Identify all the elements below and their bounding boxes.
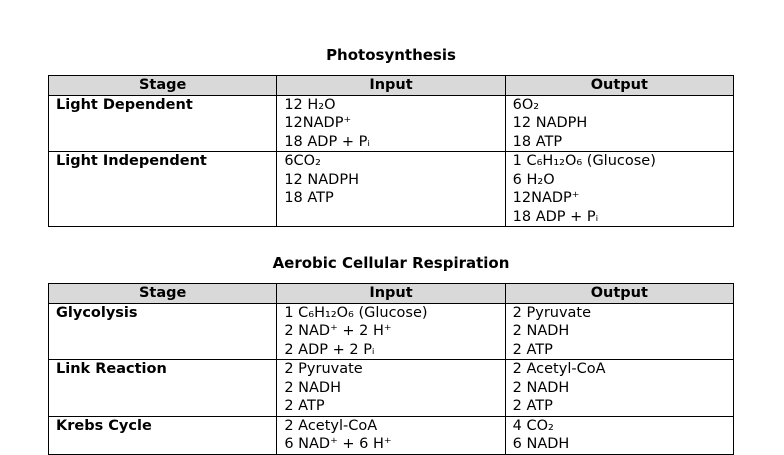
table: Stage Input Output Light Dependent 12 H₂O 12N… <box>47 75 735 227</box>
cell-line: 6 H₂O <box>512 171 555 188</box>
cell-line: 2 NADH <box>284 379 341 396</box>
table-row: Light Independent 6CO₂ 12 NADPH 18 ATP 1 C₆H… <box>47 151 735 227</box>
cell-line: 2 ADP + 2 Pᵢ <box>284 341 375 358</box>
table-row: Krebs Cycle 2 Acetyl-CoA 6 NAD⁺ + 6 H⁺ 4 CO… <box>47 415 735 455</box>
table-row: Light Dependent 12 H₂O 12NADP⁺ 18 ADP + Pᵢ 6… <box>47 94 735 152</box>
table: Stage Input Output Glycolysis 1 C₆H₁₂O₆ (Glu… <box>47 283 735 455</box>
header-row: Stage Input Output <box>47 75 735 96</box>
cell-line: 2 ATP <box>284 398 325 414</box>
cell-line: 2 NADH <box>512 323 570 339</box>
header-cell: Stage <box>47 75 278 96</box>
cell-line: 18 ATP <box>284 190 334 206</box>
page: Photosynthesis Stage Input Output Light Depe… <box>47 45 735 455</box>
section: Photosynthesis Stage Input Output Light Depe… <box>47 45 735 227</box>
input-cell: 2 Pyruvate 2 NADH 2 ATP <box>276 359 506 417</box>
cell-line: 2 ATP <box>512 341 553 358</box>
section-title: Aerobic Cellular Respiration <box>272 254 510 272</box>
output-cell: 1 C₆H₁₂O₆ (Glucose) 6 H₂O 12NADP⁺ 18 ADP + … <box>504 151 735 227</box>
cell-line: 12 NADPH <box>284 171 359 188</box>
cell-line: 2 Pyruvate <box>512 304 592 321</box>
cell-line: 2 ATP <box>512 398 553 414</box>
output-cell: 6O₂ 12 NADPH 18 ATP <box>504 94 735 152</box>
cell-line: 2 NADH <box>512 379 570 396</box>
output-cell: 2 Acetyl-CoA 2 NADH 2 ATP <box>504 359 735 417</box>
input-cell: 12 H₂O 12NADP⁺ 18 ADP + Pᵢ <box>276 94 506 152</box>
section: Aerobic Cellular Respiration Stage Input Ou… <box>47 253 735 455</box>
header-cell: Output <box>504 283 735 304</box>
cell-line: 12 H₂O <box>284 96 336 113</box>
cell-line: 2 Acetyl-CoA <box>512 361 606 377</box>
input-cell: 2 Acetyl-CoA 6 NAD⁺ + 6 H⁺ <box>276 415 506 455</box>
stage-cell: Glycolysis <box>47 302 278 360</box>
stage-cell: Krebs Cycle <box>47 415 278 455</box>
stage-cell: Light Independent <box>47 151 278 227</box>
stage-cell: Link Reaction <box>47 359 278 417</box>
cell-line: 2 NAD⁺ + 2 H⁺ <box>284 323 392 339</box>
section-title: Photosynthesis <box>326 46 456 64</box>
cell-line: 2 Acetyl-CoA <box>284 417 378 434</box>
header-cell: Output <box>504 75 735 96</box>
cell-line: 6 NAD⁺ + 6 H⁺ <box>284 436 392 452</box>
cell-line: 12NADP⁺ <box>512 190 580 206</box>
cell-line: 6O₂ <box>512 96 540 113</box>
cell-line: 6CO₂ <box>284 153 321 169</box>
header-cell: Stage <box>47 283 278 304</box>
output-cell: 4 CO₂ 6 NADH <box>504 415 735 455</box>
cell-line: 6 NADH <box>512 436 570 452</box>
header-row: Stage Input Output <box>47 283 735 304</box>
cell-line: 2 Pyruvate <box>284 361 363 377</box>
cell-line: 12NADP⁺ <box>284 115 352 131</box>
stage-cell: Light Dependent <box>47 94 278 152</box>
cell-line: 18 ADP + Pᵢ <box>512 208 599 225</box>
cell-line: 4 CO₂ <box>512 417 554 434</box>
cell-line: 12 NADPH <box>512 115 588 131</box>
header-cell: Input <box>276 283 506 304</box>
cell-line: 1 C₆H₁₂O₆ (Glucose) <box>284 304 428 321</box>
input-cell: 1 C₆H₁₂O₆ (Glucose) 2 NAD⁺ + 2 H⁺ 2 ADP + … <box>276 302 506 360</box>
table-row: Glycolysis 1 C₆H₁₂O₆ (Glucose) 2 NAD⁺ + 2 … <box>47 302 735 360</box>
cell-line: 18 ADP + Pᵢ <box>284 133 370 150</box>
cell-line: 18 ATP <box>512 133 563 150</box>
cell-line: 1 C₆H₁₂O₆ (Glucose) <box>512 153 656 169</box>
header-cell: Input <box>276 75 506 96</box>
output-cell: 2 Pyruvate 2 NADH 2 ATP <box>504 302 735 360</box>
table-row: Link Reaction 2 Pyruvate 2 NADH 2 ATP 2 Acet… <box>47 359 735 417</box>
input-cell: 6CO₂ 12 NADPH 18 ATP <box>276 151 506 227</box>
